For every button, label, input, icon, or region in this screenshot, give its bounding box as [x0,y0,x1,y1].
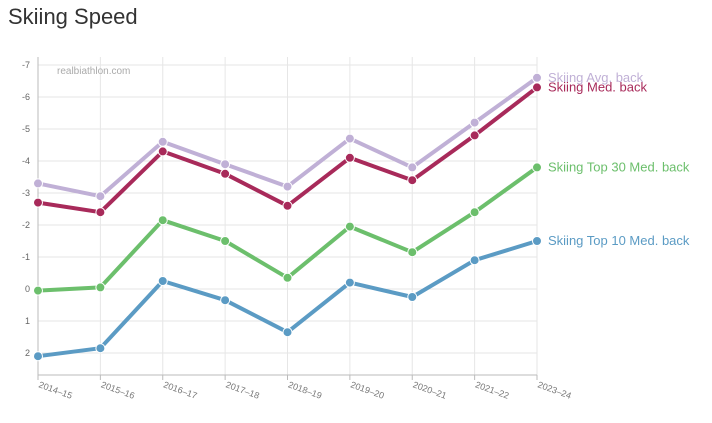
data-point[interactable] [157,136,168,147]
x-tick-label: 2017–18 [224,379,260,400]
chart-title: Skiing Speed [8,4,138,29]
data-point[interactable] [33,178,43,189]
series-label: Skiing Top 10 Med. back [548,233,690,248]
series-label: Skiing Top 30 Med. back [548,159,690,174]
y-tick-label: 1 [25,316,30,326]
data-point[interactable] [33,351,43,362]
data-point[interactable] [344,152,355,163]
data-point[interactable] [469,207,480,218]
series-label: Skiing Avg. back [548,70,644,85]
x-tick-label: 2020–21 [412,379,448,400]
data-point[interactable] [469,130,480,141]
data-point[interactable] [33,285,43,296]
data-point[interactable] [220,236,231,246]
y-tick-label: -2 [22,220,30,230]
data-point[interactable] [95,282,106,293]
series-label: Skiing Med. back [548,79,647,94]
data-point[interactable] [407,247,418,258]
x-tick-label: 2015–16 [100,379,136,400]
data-point[interactable] [157,215,168,226]
x-tick-label: 2019–20 [349,379,385,400]
y-tick-label: -3 [22,188,30,198]
data-point[interactable] [95,343,106,354]
data-point[interactable] [469,117,480,128]
data-point[interactable] [95,191,106,202]
data-point[interactable] [220,168,231,179]
data-point[interactable] [469,255,480,266]
x-tick-label: 2021–22 [474,379,510,400]
data-point[interactable] [407,175,418,186]
data-point[interactable] [282,200,293,211]
y-tick-label: -5 [22,124,30,134]
data-point[interactable] [282,181,293,192]
y-tick-label: -1 [22,252,30,262]
y-tick-label: -7 [22,60,30,70]
data-point[interactable] [282,327,293,338]
x-tick-label: 2018–19 [287,379,323,400]
data-point[interactable] [157,146,168,157]
data-point[interactable] [220,295,231,306]
data-point[interactable] [282,272,293,283]
y-tick-label: 0 [25,284,30,294]
y-tick-label: 2 [25,348,30,358]
data-point[interactable] [344,221,355,232]
x-tick-label: 2023–24 [536,379,572,400]
y-tick-label: -6 [22,92,30,102]
data-point[interactable] [407,162,418,173]
watermark: realbiathlon.com [57,66,130,77]
data-point[interactable] [532,72,542,83]
y-tick-label: -4 [22,156,30,166]
data-point[interactable] [532,162,542,173]
data-point[interactable] [33,197,43,208]
data-point[interactable] [95,207,106,218]
data-point[interactable] [344,277,355,288]
data-point[interactable] [532,82,542,93]
data-point[interactable] [220,159,231,170]
x-tick-label: 2014–15 [37,379,73,400]
data-point[interactable] [344,133,355,144]
data-point[interactable] [407,292,418,302]
x-tick-label: 2016–17 [162,379,198,400]
data-point[interactable] [157,276,168,286]
data-point[interactable] [532,236,542,246]
